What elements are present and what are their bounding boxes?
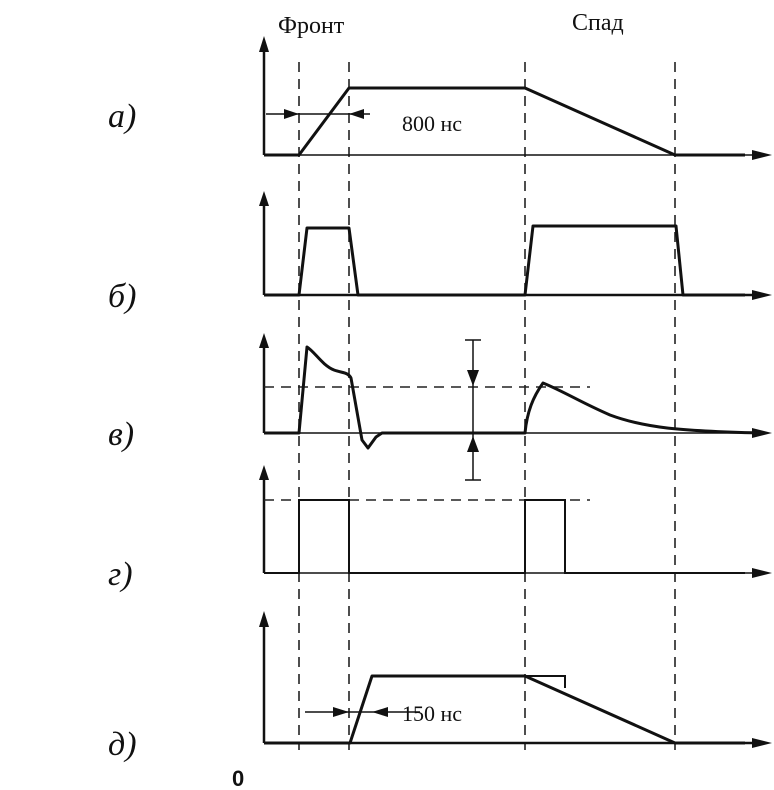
response-signal-v: [264, 345, 761, 450]
x-axis-arrow-a: [752, 150, 772, 160]
front-header: Фронт: [278, 13, 345, 39]
rise-time-label: 800 нс: [402, 111, 462, 136]
panel-label-a: а): [108, 98, 136, 135]
amplitude-arrow-bottom: [467, 436, 479, 452]
output-signal-d: [264, 674, 745, 745]
y-axis-arrow-d: [259, 611, 269, 627]
pulse-signal-b: [264, 224, 745, 297]
rise-time-arrow-right: [349, 109, 364, 119]
panel-label-g: г): [108, 556, 133, 593]
rise-time-arrow-left: [284, 109, 299, 119]
panel-a: 800 нс: [259, 36, 772, 160]
x-axis-arrow-v: [752, 428, 772, 438]
x-axis-arrow-b: [752, 290, 772, 300]
x-axis-arrow-d: [752, 738, 772, 748]
delay-arrow-right: [372, 707, 388, 717]
y-axis-arrow-a: [259, 36, 269, 52]
amplitude-arrow-top: [467, 370, 479, 386]
delay-arrow-left: [333, 707, 349, 717]
panel-label-b: б): [108, 278, 136, 315]
y-axis-arrow-v: [259, 333, 269, 348]
logic-signal-g: [264, 499, 745, 574]
y-axis-arrow-b: [259, 191, 269, 206]
fall-header: Спад: [572, 10, 624, 36]
ramp-signal-a: [264, 86, 745, 157]
reference-lines: [298, 62, 676, 750]
origin-label: 0: [232, 766, 244, 790]
panel-b: [259, 191, 772, 300]
panel-label-v: в): [108, 416, 134, 453]
panel-g: [259, 465, 772, 578]
x-axis-arrow-g: [752, 568, 772, 578]
panel-d: 150 нс: [259, 611, 772, 748]
panel-v: [259, 333, 772, 481]
output-step-d: [525, 675, 566, 688]
y-axis-arrow-g: [259, 465, 269, 480]
delay-label: 150 нс: [402, 701, 462, 726]
panel-label-d: д): [108, 726, 137, 763]
